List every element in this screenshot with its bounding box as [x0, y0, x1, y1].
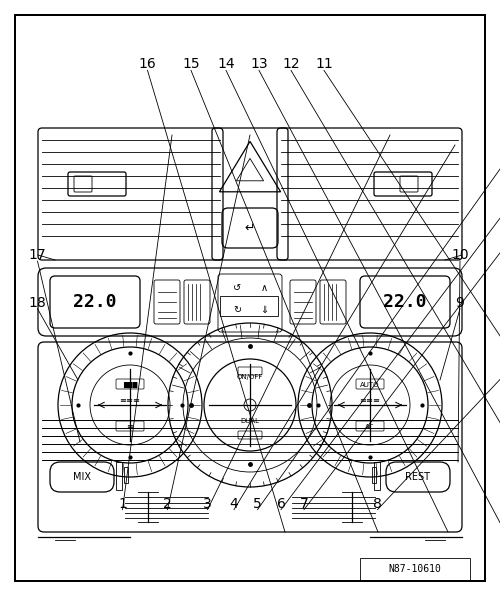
Text: ≡: ≡	[126, 423, 134, 432]
Bar	[372, 467, 376, 483]
Text: ON/OFF: ON/OFF	[237, 374, 263, 380]
Text: 13: 13	[250, 57, 268, 72]
Text: ↻: ↻	[233, 305, 241, 315]
Text: REST: REST	[406, 472, 430, 482]
Text: 2: 2	[163, 496, 172, 511]
Text: ≡≡≡: ≡≡≡	[360, 396, 380, 405]
Text: AC: AC	[366, 424, 374, 430]
Text: DUAL: DUAL	[240, 418, 260, 424]
Text: 15: 15	[182, 57, 200, 72]
Text: ≡≡≡: ≡≡≡	[120, 396, 141, 405]
Text: 22.0: 22.0	[384, 293, 427, 311]
Text: 10: 10	[451, 248, 469, 262]
Text: 3: 3	[203, 496, 212, 511]
Text: 9: 9	[456, 296, 464, 310]
Text: ███: ███	[123, 382, 137, 388]
Text: ↵: ↵	[245, 222, 256, 234]
Text: 12: 12	[282, 57, 300, 72]
Text: 8: 8	[373, 496, 382, 511]
Text: AUTO: AUTO	[360, 382, 380, 388]
Text: 7: 7	[300, 496, 308, 511]
Bar	[220, 296, 278, 316]
Text: ∧: ∧	[260, 283, 268, 293]
Text: 4: 4	[230, 496, 238, 511]
Text: 18: 18	[28, 296, 46, 310]
Bar	[360, 558, 470, 580]
Text: 22.0: 22.0	[73, 293, 117, 311]
Text: 11: 11	[315, 57, 333, 72]
Text: ⇓: ⇓	[260, 305, 268, 315]
Text: MIX: MIX	[73, 472, 91, 482]
Text: 1: 1	[118, 496, 127, 511]
Text: 6: 6	[276, 496, 285, 511]
Text: 14: 14	[217, 57, 235, 72]
Bar	[116, 462, 122, 490]
Text: 17: 17	[28, 248, 46, 262]
Text: 16: 16	[138, 57, 156, 72]
Text: N87-10610: N87-10610	[388, 564, 442, 574]
Text: 5: 5	[253, 496, 262, 511]
Text: ↺: ↺	[233, 283, 241, 293]
Bar	[374, 462, 380, 490]
Bar	[124, 467, 128, 483]
